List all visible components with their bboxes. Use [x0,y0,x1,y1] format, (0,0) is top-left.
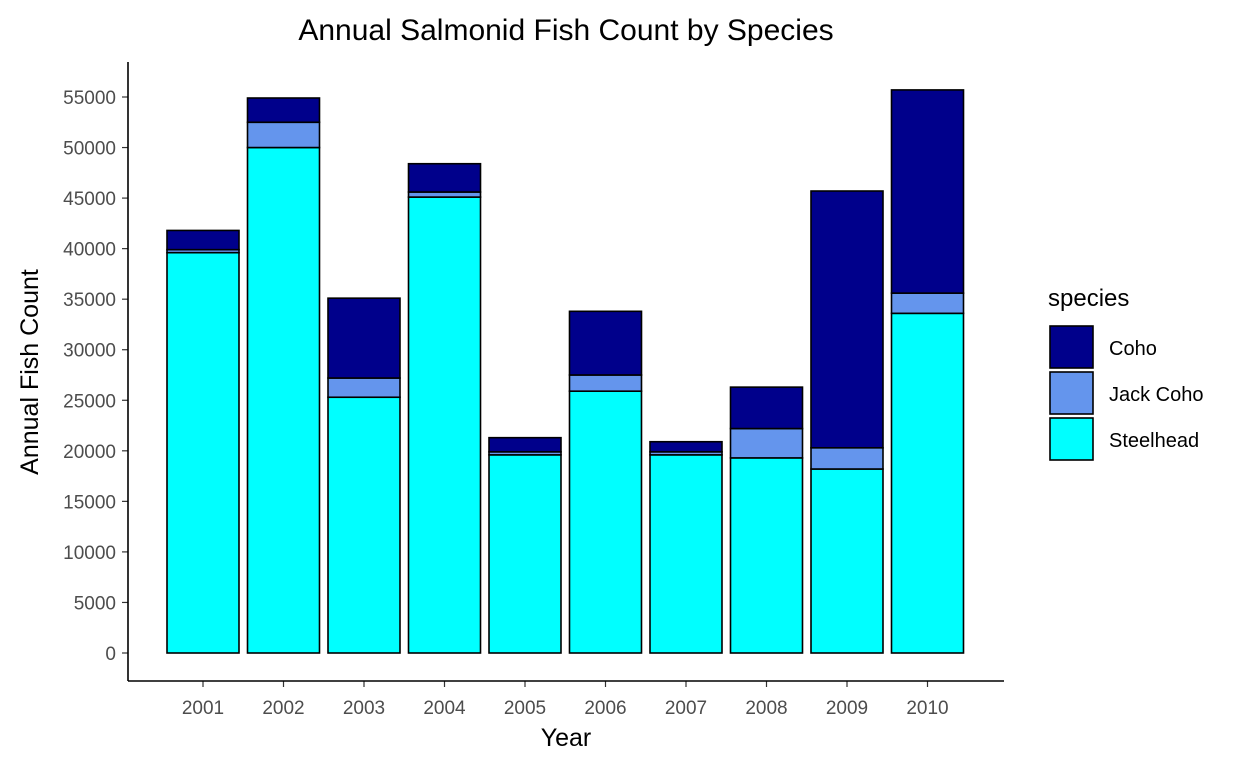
x-tick-label: 2006 [584,698,626,719]
bar-segment-steelhead [649,454,723,654]
bar-segment-steelhead [810,468,884,654]
y-tick-label: 40000 [63,240,116,261]
bar-segment-coho [407,162,482,193]
x-axis: 2001 2002 2003 2004 2005 2006 2007 2008 2009 2010 [182,681,949,719]
bar-segment-coho [488,436,562,453]
x-tick-label: 2001 [182,698,224,719]
legend: species Coho Jack Coho Steelhead [1048,285,1204,461]
y-tick-label: 20000 [63,442,116,463]
bar-segment-steelhead [488,454,562,654]
bar-segment-coho [890,89,965,294]
x-tick-label: 2003 [343,698,385,719]
bar-segment-steelhead [166,251,240,654]
legend-swatch [1049,371,1094,415]
bar-segment-coho [327,297,401,379]
x-tick-label: 2002 [262,698,304,719]
legend-label: Coho [1109,338,1157,360]
y-axis: 0 5000 10000 15000 20000 25000 30000 35000 40000… [63,88,128,665]
bar-segment-coho [649,440,723,453]
bar-segment-steelhead [568,390,643,654]
x-tick-label: 2007 [665,698,707,719]
bar-segment-steelhead [246,146,321,654]
bar-segment-coho [246,97,321,124]
legend-label: Jack Coho [1109,384,1204,406]
y-tick-label: 35000 [63,290,116,311]
y-tick-label: 15000 [63,492,116,513]
x-tick-label: 2004 [423,698,466,719]
y-tick-label: 0 [105,644,116,665]
bar-segment-jack-coho [810,446,884,470]
bars [166,89,965,654]
bar-segment-jack-coho [729,427,804,459]
bar-segment-jack-coho [890,292,965,315]
bar-segment-coho [729,386,804,430]
y-tick-label: 10000 [63,543,116,564]
y-tick-label: 5000 [74,593,116,614]
bar-segment-jack-coho [246,121,321,149]
y-tick-label: 45000 [63,189,116,210]
y-tick-label: 50000 [63,139,116,160]
bar-segment-steelhead [407,196,482,654]
y-axis-label: Annual Fish Count [16,269,44,475]
bar-segment-steelhead [890,312,965,654]
chart-title: Annual Salmonid Fish Count by Species [298,14,833,47]
legend-swatch [1049,417,1094,461]
legend-title: species [1048,285,1129,312]
y-tick-label: 30000 [63,341,116,362]
x-tick-label: 2005 [504,698,546,719]
bar-segment-coho [166,229,240,251]
y-tick-label: 55000 [63,88,116,109]
legend-label: Steelhead [1109,430,1199,452]
bar-segment-steelhead [327,396,401,654]
bar-segment-jack-coho [568,374,643,392]
x-axis-label: Year [541,724,592,752]
x-tick-label: 2008 [745,698,787,719]
x-tick-label: 2009 [826,698,868,719]
bar-segment-steelhead [729,457,804,654]
x-tick-label: 2010 [906,698,948,719]
bar-segment-coho [568,310,643,376]
legend-swatch [1049,325,1094,369]
bar-segment-jack-coho [327,377,401,399]
y-tick-label: 25000 [63,391,116,412]
bar-segment-coho [810,190,884,449]
